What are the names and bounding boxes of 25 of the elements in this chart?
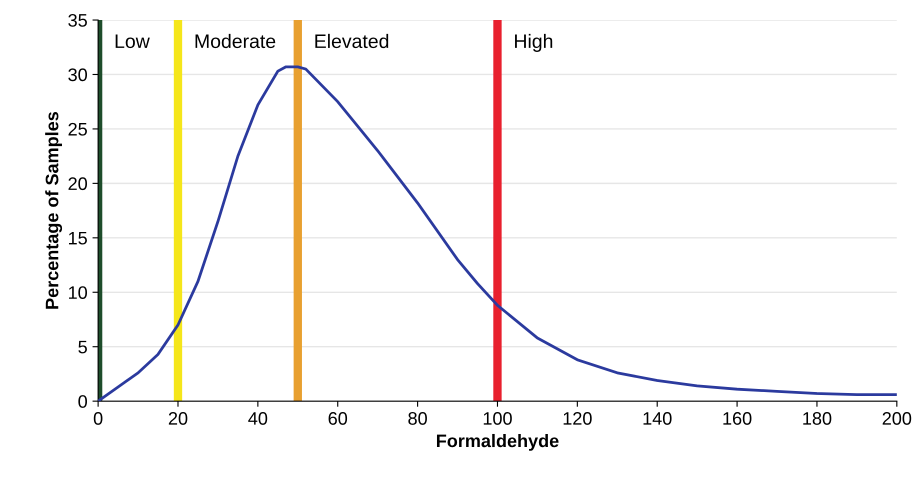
y-tick-label: 10 — [69, 286, 87, 299]
y-tick-label: 20 — [68, 177, 87, 190]
x-tick-label: 0 — [94, 412, 102, 425]
ref-line-label: High — [515, 34, 552, 52]
y-axis-title: Percentage of Samples — [45, 112, 62, 309]
y-tick-label: 30 — [68, 68, 87, 82]
x-tick-label: 140 — [644, 412, 672, 425]
y-tick-label: 5 — [78, 340, 87, 354]
x-axis-title: Formaldehyde — [436, 434, 559, 451]
ref-line-label: Moderate — [196, 34, 276, 48]
y-tick-label: 0 — [78, 395, 87, 408]
x-tick-label: 180 — [803, 412, 832, 425]
x-tick-label: 20 — [168, 412, 188, 425]
y-tick-label: 25 — [68, 122, 87, 136]
ref-line-label: Elevated — [315, 34, 388, 48]
x-tick-label: 40 — [248, 412, 268, 425]
y-tick-label: 35 — [68, 14, 87, 27]
ref-line-label: Low — [116, 34, 150, 48]
x-tick-label: 80 — [408, 412, 427, 425]
x-tick-label: 60 — [328, 412, 348, 425]
x-tick-label: 100 — [484, 412, 512, 425]
x-tick-label: 120 — [564, 412, 592, 425]
y-tick-label: 15 — [69, 232, 87, 245]
x-tick-label: 200 — [882, 412, 912, 425]
x-tick-label: 160 — [723, 412, 752, 425]
